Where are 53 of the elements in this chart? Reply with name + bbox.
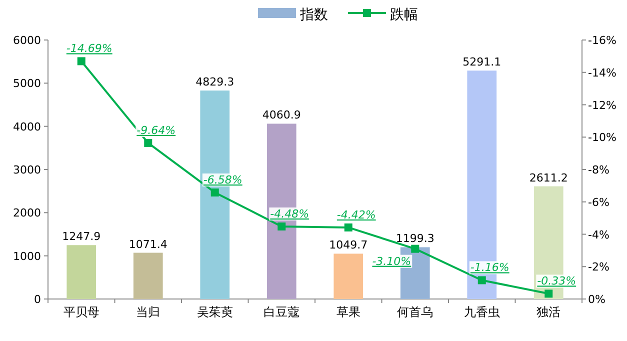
data-label: 2611.2 (529, 171, 568, 184)
point (77, 57, 86, 66)
y-tick-label: 5000 (13, 77, 41, 90)
data-label: 1199.3 (396, 232, 434, 246)
data-label: -3.10% (372, 254, 412, 268)
data-label: 4060.9 (262, 108, 301, 122)
data-label: -9.64% (136, 124, 176, 137)
y-tick-label: 1000 (13, 250, 41, 263)
data-label: -4.42% (336, 208, 376, 222)
x-tick-label: 平贝母 (63, 305, 100, 319)
legend-label: 跌幅 (390, 7, 418, 23)
point (478, 276, 486, 284)
data-label: 1049.7 (329, 238, 368, 252)
data-label: -1.16% (470, 261, 510, 274)
x-tick-label: 何首乌 (397, 305, 434, 319)
data-label: 5291.1 (462, 56, 502, 69)
y2-tick-label: -14% (588, 66, 616, 80)
x-tick-label: 白豆蔻 (264, 305, 300, 319)
data-label: -4.48% (270, 207, 310, 220)
point (144, 138, 152, 147)
data-label: 1247.9 (62, 230, 101, 244)
bar (66, 245, 96, 299)
bar (334, 254, 364, 299)
data-label: 1071.4 (128, 238, 168, 251)
y2-tick-label: -10% (588, 131, 616, 144)
x-tick-label: 草果 (336, 305, 360, 319)
y2-tick-label: -12% (588, 98, 616, 112)
x-tick-label: 九香虫 (464, 305, 500, 319)
data-label: -0.33% (537, 274, 576, 288)
y-tick-label: 0 (34, 293, 41, 306)
point (344, 223, 352, 232)
point (411, 244, 420, 253)
y2-tick-label: 0% (588, 293, 606, 306)
y2-tick-label: -8% (588, 164, 610, 176)
point (210, 188, 219, 196)
y-tick-label: 6000 (13, 34, 41, 47)
x-tick-label: 独活 (536, 305, 561, 319)
point (544, 290, 553, 298)
data-label: -14.69% (66, 42, 112, 56)
legend-label: 指数 (299, 7, 328, 23)
y-tick-label: 2000 (13, 206, 41, 220)
x-tick-label: 吴茱萸 (196, 305, 233, 319)
x-tick-label: 当归 (136, 305, 160, 319)
data-label: 4829.3 (196, 76, 234, 89)
y-tick-label: 4000 (13, 120, 41, 134)
y2-tick-label: -16% (588, 34, 616, 47)
y-tick-label: 3000 (13, 164, 41, 176)
data-label: -6.58% (203, 173, 242, 186)
y2-tick-label: -6% (588, 196, 610, 209)
y2-tick-label: -2% (588, 260, 610, 274)
bar (133, 252, 163, 299)
point (278, 222, 286, 230)
y2-tick-label: -4% (588, 228, 610, 242)
